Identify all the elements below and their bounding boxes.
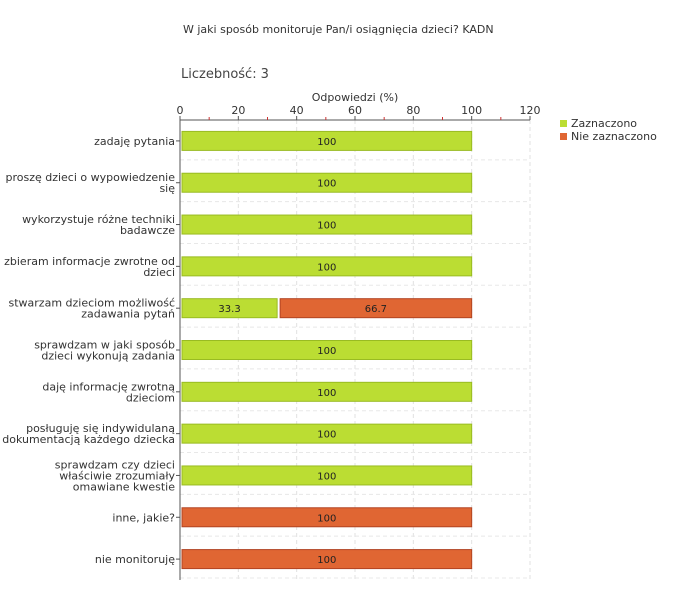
legend-swatch-zaznaczono bbox=[560, 120, 567, 127]
bar-label-0-7: 100 bbox=[317, 430, 336, 441]
y-category-label-8: sprawdzam czy dzieci właściwie zrozumiały… bbox=[55, 458, 176, 493]
x-tick-label-6: 120 bbox=[520, 104, 541, 117]
y-category-label-3: zbieram informacje zwrotne od dzieci bbox=[4, 255, 175, 279]
x-axis-label: Odpowiedzi (%) bbox=[311, 91, 399, 104]
count-label: Liczebność: bbox=[181, 67, 257, 82]
bar-label-0-3: 100 bbox=[317, 262, 336, 273]
bar-0-1 bbox=[181, 172, 473, 193]
bar-label-0-1: 100 bbox=[317, 179, 336, 190]
y-category-label-9: inne, jakie? bbox=[112, 511, 175, 524]
legend-label-zaznaczono: Zaznaczono bbox=[571, 117, 638, 130]
bar-label-0-5: 100 bbox=[317, 346, 336, 357]
bar-0-4 bbox=[181, 298, 278, 319]
bar-0-8 bbox=[181, 465, 473, 486]
legend-swatch-nie-zaznaczono bbox=[560, 133, 567, 140]
bar-1-9 bbox=[181, 507, 473, 528]
y-category-label-6: daję informację zwrotną dzieciom bbox=[42, 380, 175, 404]
y-category-label-0: zadaję pytania bbox=[94, 135, 175, 148]
count-value: 3 bbox=[260, 67, 269, 82]
x-tick-label-5: 100 bbox=[461, 104, 482, 117]
y-category-label-1: proszę dzieci o wypowiedzenie się bbox=[5, 171, 175, 195]
y-category-label-7: posługuję się indywidulaną dokumentacją k… bbox=[2, 422, 175, 446]
bar-label-0-6: 100 bbox=[317, 388, 336, 399]
bar-label-1-10: 100 bbox=[317, 555, 336, 566]
y-category-label-4: stwarzam dzieciom możliwość zadawania pyt… bbox=[9, 297, 176, 321]
bar-label-1-9: 100 bbox=[317, 513, 336, 524]
bar-1-4 bbox=[279, 298, 473, 319]
bar-label-0-0: 100 bbox=[317, 137, 336, 148]
x-tick-label-2: 40 bbox=[290, 104, 304, 117]
bar-0-0 bbox=[181, 130, 473, 151]
bar-0-6 bbox=[181, 381, 473, 402]
count-row: Liczebność: 3 bbox=[181, 67, 269, 82]
legend-item-nie-zaznaczono: Nie zaznaczono bbox=[560, 130, 657, 143]
chart-title: W jaki sposób monitoruje Pan/i osiągnięc… bbox=[183, 23, 494, 36]
bar-0-7 bbox=[181, 423, 473, 444]
bar-0-5 bbox=[181, 340, 473, 360]
legend: Zaznaczono Nie zaznaczono bbox=[560, 117, 657, 143]
y-category-label-5: sprawdzam w jaki sposób dzieci wykonują z… bbox=[34, 339, 175, 363]
bar-1-10 bbox=[181, 549, 473, 570]
legend-item-zaznaczono: Zaznaczono bbox=[560, 117, 657, 130]
x-tick-label-3: 60 bbox=[348, 104, 362, 117]
x-tick-label-4: 80 bbox=[406, 104, 420, 117]
x-tick-label-0: 0 bbox=[177, 104, 184, 117]
bar-label-0-8: 100 bbox=[317, 471, 336, 482]
bar-0-2 bbox=[181, 214, 473, 235]
y-category-label-10: nie monitoruję bbox=[95, 553, 175, 566]
bar-label-1-4: 66.7 bbox=[365, 304, 387, 315]
y-category-label-2: wykorzystuje różne techniki badawcze bbox=[22, 213, 175, 237]
x-tick-label-1: 20 bbox=[231, 104, 245, 117]
legend-label-nie-zaznaczono: Nie zaznaczono bbox=[571, 130, 657, 143]
bar-0-3 bbox=[181, 256, 473, 277]
bar-label-0-2: 100 bbox=[317, 221, 336, 232]
bar-label-0-4: 33.3 bbox=[218, 304, 240, 315]
